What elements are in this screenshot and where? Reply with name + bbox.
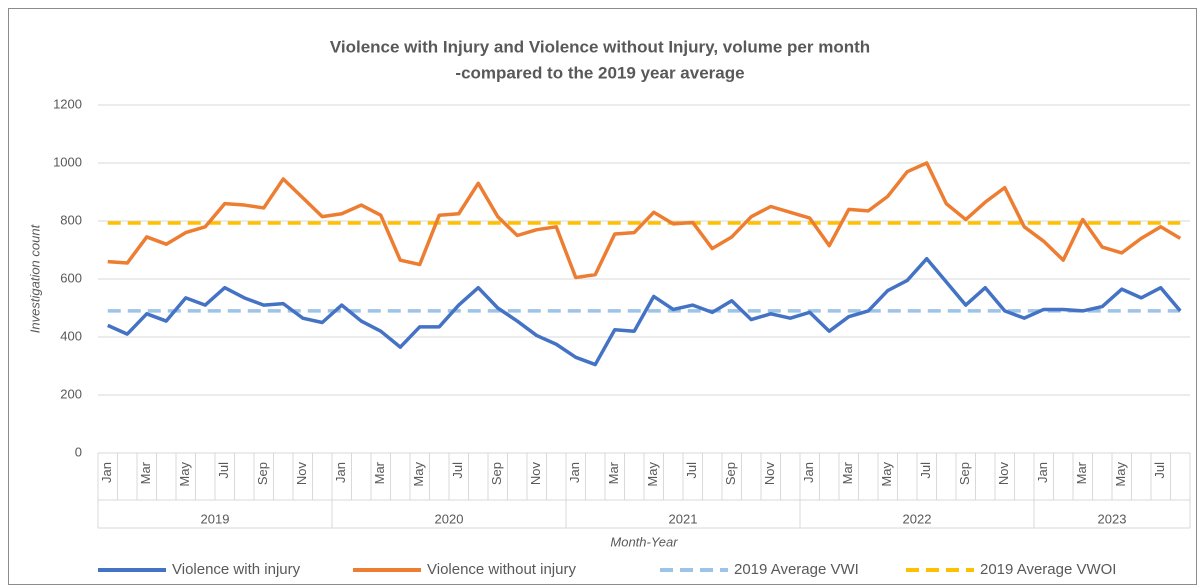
legend-label: Violence with injury — [172, 561, 301, 578]
x-group-label: 2019 — [201, 511, 230, 526]
x-group-label: 2021 — [669, 511, 698, 526]
x-tick-label: Jul — [1152, 462, 1167, 479]
series-line — [107, 161, 1182, 280]
x-tick-label: Sep — [957, 462, 972, 485]
x-tick-label: Nov — [294, 462, 309, 486]
x-tick-label: Mar — [1074, 461, 1089, 484]
x-tick-label: Nov — [762, 462, 777, 486]
y-tick-label: 0 — [75, 444, 82, 459]
y-axis-title: Investigation count — [27, 223, 42, 333]
x-tick-label: Jan — [333, 462, 348, 483]
x-tick-label: Mar — [606, 461, 621, 484]
x-group-label: 2020 — [435, 511, 464, 526]
x-tick-label: Mar — [840, 461, 855, 484]
x-group-label: 2022 — [903, 511, 932, 526]
x-tick-label: Mar — [372, 461, 387, 484]
y-tick-label: 400 — [60, 328, 82, 343]
x-tick-label: May — [879, 462, 894, 487]
x-tick-label: Mar — [138, 461, 153, 484]
x-tick-label: May — [411, 462, 426, 487]
x-tick-label: Jul — [216, 462, 231, 479]
chart-subtitle: -compared to the 2019 year average — [455, 63, 744, 82]
chart-title: Violence with Injury and Violence withou… — [330, 37, 870, 56]
legend-label: 2019 Average VWI — [734, 561, 859, 578]
x-tick-label: May — [645, 462, 660, 487]
x-tick-label: Jan — [99, 462, 114, 483]
x-tick-label: Jul — [918, 462, 933, 479]
legend-label: Violence without injury — [427, 561, 576, 578]
y-tick-label: 1200 — [53, 96, 82, 111]
x-tick-label: Jan — [567, 462, 582, 483]
y-tick-label: 200 — [60, 386, 82, 401]
x-tick-label: Nov — [528, 462, 543, 486]
x-tick-label: Sep — [255, 462, 270, 485]
x-tick-label: Sep — [489, 462, 504, 485]
x-group-label: 2023 — [1098, 511, 1127, 526]
x-tick-label: Jul — [684, 462, 699, 479]
y-tick-label: 1000 — [53, 154, 82, 169]
y-tick-label: 600 — [60, 270, 82, 285]
y-tick-label: 800 — [60, 212, 82, 227]
legend-label: 2019 Average VWOI — [980, 561, 1116, 578]
x-tick-label: May — [177, 462, 192, 487]
x-tick-label: Nov — [996, 462, 1011, 486]
x-tick-label: Jul — [450, 462, 465, 479]
series-line — [107, 256, 1182, 367]
x-tick-label: May — [1113, 462, 1128, 487]
x-tick-label: Sep — [723, 462, 738, 485]
x-axis-title: Month-Year — [610, 534, 678, 549]
x-tick-label: Jan — [801, 462, 816, 483]
x-tick-label: Jan — [1035, 462, 1050, 483]
